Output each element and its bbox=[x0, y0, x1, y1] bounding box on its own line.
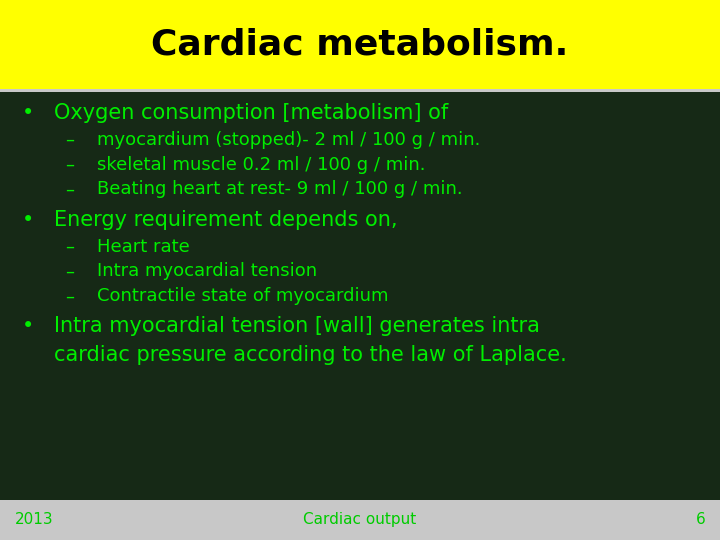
Text: •: • bbox=[22, 103, 34, 123]
Text: –: – bbox=[65, 180, 73, 198]
FancyBboxPatch shape bbox=[0, 0, 720, 89]
Text: cardiac pressure according to the law of Laplace.: cardiac pressure according to the law of… bbox=[54, 345, 567, 364]
FancyBboxPatch shape bbox=[0, 92, 720, 500]
Text: Beating heart at rest- 9 ml / 100 g / min.: Beating heart at rest- 9 ml / 100 g / mi… bbox=[97, 180, 463, 198]
Text: –: – bbox=[65, 156, 73, 173]
Text: Oxygen consumption [metabolism] of: Oxygen consumption [metabolism] of bbox=[54, 103, 449, 123]
Text: •: • bbox=[22, 316, 34, 336]
Text: skeletal muscle 0.2 ml / 100 g / min.: skeletal muscle 0.2 ml / 100 g / min. bbox=[97, 156, 426, 173]
Text: –: – bbox=[65, 287, 73, 305]
Text: 6: 6 bbox=[696, 512, 706, 527]
Text: Intra myocardial tension [wall] generates intra: Intra myocardial tension [wall] generate… bbox=[54, 316, 540, 336]
Text: •: • bbox=[22, 210, 34, 230]
Text: 2013: 2013 bbox=[14, 512, 53, 527]
Text: Contractile state of myocardium: Contractile state of myocardium bbox=[97, 287, 389, 305]
Text: Cardiac metabolism.: Cardiac metabolism. bbox=[151, 28, 569, 62]
Text: myocardium (stopped)- 2 ml / 100 g / min.: myocardium (stopped)- 2 ml / 100 g / min… bbox=[97, 131, 480, 149]
Text: –: – bbox=[65, 131, 73, 149]
Text: –: – bbox=[65, 262, 73, 280]
Text: Energy requirement depends on,: Energy requirement depends on, bbox=[54, 210, 397, 230]
Text: –: – bbox=[65, 238, 73, 255]
Text: Heart rate: Heart rate bbox=[97, 238, 190, 255]
Text: Intra myocardial tension: Intra myocardial tension bbox=[97, 262, 318, 280]
Text: Cardiac output: Cardiac output bbox=[303, 512, 417, 527]
